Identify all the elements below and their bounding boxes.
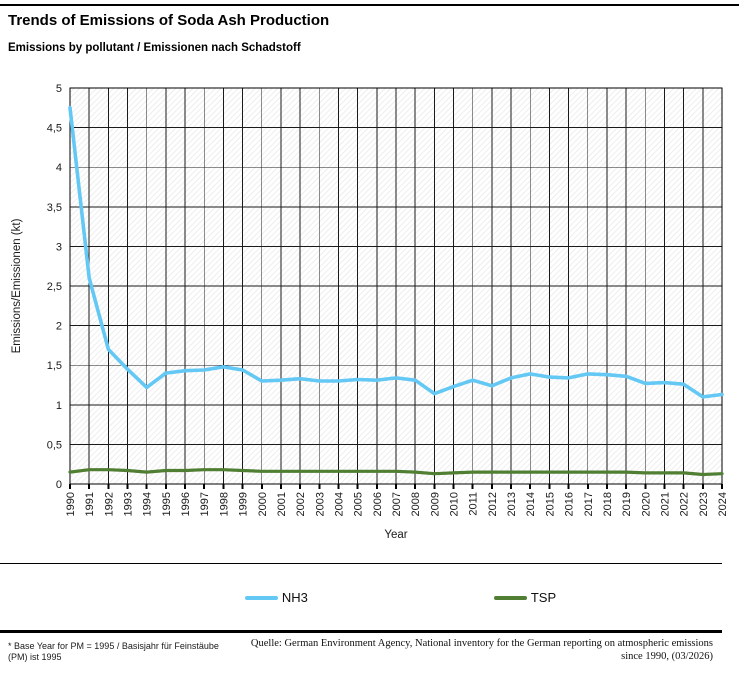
x-tick-label: 2013 [506, 492, 518, 516]
x-tick-label: 2018 [602, 492, 614, 516]
plot-border [69, 87, 723, 485]
y-tick-label: 1,5 [47, 360, 62, 372]
y-tick-label: 2,5 [47, 281, 62, 293]
y-tick-label: 3 [56, 241, 62, 253]
x-tick-label: 2004 [333, 492, 345, 516]
x-tick-label: 2003 [314, 492, 326, 516]
x-tick-label: 1994 [142, 492, 154, 516]
nh3-line-swatch [244, 595, 278, 600]
base-year-footnote: * Base Year for PM = 1995 / Basisjahr fü… [8, 641, 219, 663]
y-tick-label: 2 [56, 321, 62, 333]
x-tick-label: 2012 [487, 492, 499, 516]
footnote-line-2: (PM) ist 1995 [8, 652, 62, 662]
x-tick-label: 2015 [544, 492, 556, 516]
x-tick-label: 2002 [295, 492, 307, 516]
x-tick-label: 2020 [640, 492, 652, 516]
legend-item-tsp: TSP [493, 590, 557, 605]
x-tick-label: 2021 [659, 492, 671, 516]
chart-legend: NH3 TSP [0, 590, 739, 605]
legend-label-nh3: NH3 [281, 590, 308, 605]
x-tick-label: 2017 [583, 492, 595, 516]
tsp-line-swatch [493, 595, 527, 600]
source-attribution: Quelle: German Environment Agency, Natio… [213, 638, 713, 663]
series-line-nh3 [68, 105, 724, 399]
x-tick-label: 1993 [123, 492, 135, 516]
x-tick-label: 2008 [410, 492, 422, 516]
legend-item-nh3: NH3 [244, 590, 308, 605]
footer-divider [0, 630, 722, 633]
x-tick-label: 1999 [238, 492, 250, 516]
footnote-line-1: * Base Year for PM = 1995 / Basisjahr fü… [8, 641, 219, 651]
top-divider [0, 4, 739, 6]
x-tick-label: 2001 [276, 492, 288, 516]
x-tick-label: 2006 [372, 492, 384, 516]
x-tick-label: 2010 [449, 492, 461, 516]
x-tick-label: 2005 [353, 492, 365, 516]
x-tick-label: 1992 [103, 492, 115, 516]
y-tick-label: 4,5 [47, 123, 62, 135]
chart-subtitle: Emissions by pollutant / Emissionen nach… [8, 42, 301, 54]
x-tick-label: 1997 [199, 492, 211, 516]
x-tick-label: 2000 [257, 492, 269, 516]
x-tick-label: 2022 [679, 492, 691, 516]
y-tick-label: 0,5 [47, 439, 62, 451]
series-line-tsp [68, 468, 724, 477]
y-tick-label: 0 [56, 479, 62, 491]
x-axis-title: Year [384, 529, 407, 541]
x-tick-label: 2009 [429, 492, 441, 516]
chart-plot: 0 0,5 1 1,5 2 2,5 3 3,5 4 4,5 5 1990 1991 1992 1993 199… [11, 83, 729, 541]
y-tick-label: 4 [56, 162, 62, 174]
y-tick-label: 1 [56, 400, 62, 412]
x-tick-label: 2024 [717, 492, 729, 516]
x-tick-label: 1998 [218, 492, 230, 516]
x-tick-label: 1995 [161, 492, 173, 516]
source-line-1: Quelle: German Environment Agency, Natio… [250, 638, 713, 649]
x-tick-label: 1991 [84, 492, 96, 516]
y-axis-title: Emissions/Emissionen (kt) [11, 218, 23, 353]
x-tick-label: 2007 [391, 492, 403, 516]
y-tick-label: 5 [56, 83, 62, 95]
x-tick-label: 2016 [564, 492, 576, 516]
x-tick-label: 2014 [525, 492, 537, 516]
chart-title: Trends of Emissions of Soda Ash Producti… [8, 12, 330, 29]
x-tick-label: 2019 [621, 492, 633, 516]
x-tick-label: 2011 [468, 492, 480, 516]
y-tick-label: 3,5 [47, 202, 62, 214]
legend-divider [0, 563, 722, 564]
source-line-2: since 1990, (03/2026) [621, 650, 713, 662]
x-tick-label: 1990 [65, 492, 77, 516]
x-tick-label: 2023 [698, 492, 710, 516]
x-tick-label: 1996 [180, 492, 192, 516]
legend-label-tsp: TSP [530, 590, 557, 605]
